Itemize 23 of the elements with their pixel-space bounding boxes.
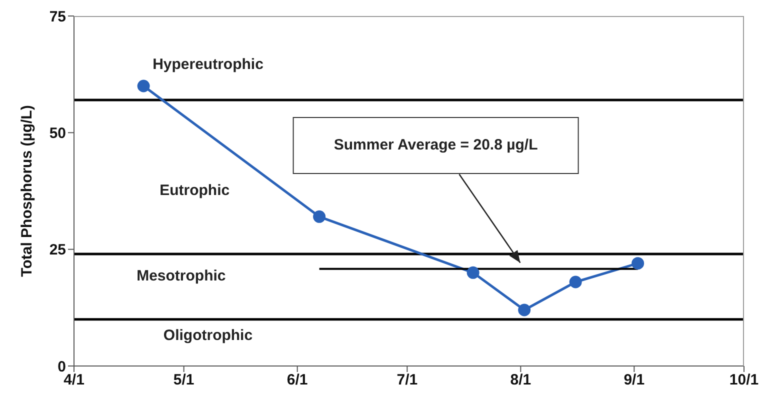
annotation: Eutrophic — [160, 182, 230, 199]
point — [466, 266, 480, 279]
annotation: Summer Average = 20.8 µg/L — [334, 136, 538, 154]
x-tick-label: 9/1 — [624, 372, 645, 389]
point — [313, 210, 326, 223]
y-axis-title: Total Phosphorus (µg/L) — [18, 105, 36, 277]
y-tick-label: 25 — [49, 242, 66, 259]
x-tick-label: 6/1 — [286, 372, 308, 389]
x-tick-label: 5/1 — [173, 372, 194, 389]
x-tick-label: 4/1 — [64, 372, 84, 389]
y-tick-label: 75 — [49, 8, 66, 26]
annotation: Hypereutrophic — [152, 56, 264, 73]
x-tick-label: 8/1 — [510, 372, 532, 389]
point — [632, 257, 644, 270]
y-tick-label: 50 — [49, 124, 66, 142]
x-tick-label: 7/1 — [396, 372, 418, 389]
x-tick-label: 10/1 — [729, 372, 759, 389]
point — [518, 304, 531, 316]
annotation: Oligotrophic — [163, 327, 253, 344]
annotation: Mesotrophic — [136, 268, 226, 285]
point — [569, 276, 582, 288]
point — [137, 80, 150, 92]
y-tick-label: 0 — [58, 358, 66, 376]
